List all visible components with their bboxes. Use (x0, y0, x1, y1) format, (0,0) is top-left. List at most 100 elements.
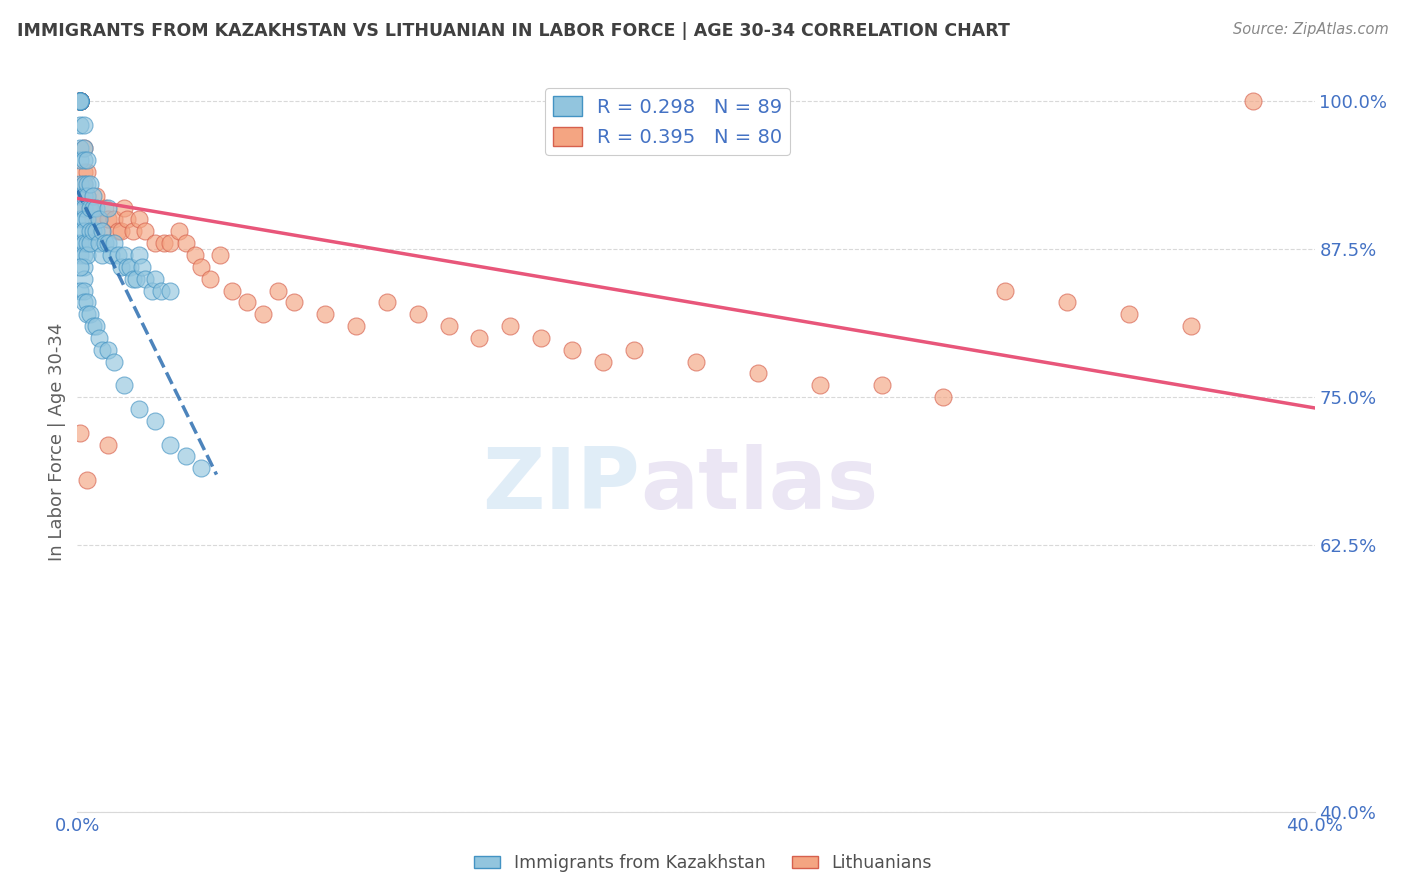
Point (69, 94, 91, 108)
Point (143, 414, 166, 428)
Point (69, 94, 91, 108)
Point (79, 307, 101, 321)
Point (82, 188, 104, 202)
Point (103, 354, 125, 368)
Y-axis label: In Labor Force | Age 30-34: In Labor Force | Age 30-34 (48, 322, 66, 561)
Point (97, 343, 120, 357)
Point (69, 94, 91, 108)
Point (153, 236, 176, 251)
Point (69, 212, 91, 227)
Point (107, 248, 129, 262)
Point (174, 236, 197, 251)
Point (344, 319, 367, 334)
Point (125, 271, 148, 285)
Point (82, 224, 104, 238)
Point (72, 260, 94, 274)
Legend: R = 0.298   N = 89, R = 0.395   N = 80: R = 0.298 N = 89, R = 0.395 N = 80 (546, 88, 790, 155)
Point (72, 141, 94, 155)
Point (72, 177, 94, 191)
Legend: Immigrants from Kazakhstan, Lithuanians: Immigrants from Kazakhstan, Lithuanians (467, 847, 939, 879)
Point (72, 153, 94, 168)
Point (184, 248, 207, 262)
Point (94, 201, 117, 215)
Point (69, 94, 91, 108)
Point (159, 437, 181, 451)
Point (69, 94, 91, 108)
Point (69, 94, 91, 108)
Point (221, 284, 243, 298)
Point (69, 94, 91, 108)
Point (72, 118, 94, 132)
Point (97, 201, 120, 215)
Point (79, 201, 101, 215)
Point (685, 354, 707, 368)
Point (190, 260, 212, 274)
Point (159, 236, 181, 251)
Point (131, 260, 153, 274)
Point (112, 248, 135, 262)
Text: IMMIGRANTS FROM KAZAKHSTAN VS LITHUANIAN IN LABOR FORCE | AGE 30-34 CORRELATION : IMMIGRANTS FROM KAZAKHSTAN VS LITHUANIAN… (17, 22, 1010, 40)
Point (76, 165, 98, 179)
Point (82, 212, 104, 227)
Point (174, 450, 197, 464)
Point (932, 390, 955, 404)
Point (623, 343, 645, 357)
Point (134, 271, 156, 285)
Point (84, 188, 107, 202)
Text: Source: ZipAtlas.com: Source: ZipAtlas.com (1233, 22, 1389, 37)
Point (91, 224, 114, 238)
Text: ZIP: ZIP (482, 444, 640, 527)
Point (128, 401, 150, 416)
Point (76, 188, 98, 202)
Point (1180, 319, 1202, 334)
Point (91, 343, 114, 357)
Point (69, 188, 91, 202)
Point (72, 224, 94, 238)
Point (592, 354, 614, 368)
Point (72, 165, 94, 179)
Point (69, 94, 91, 108)
Point (143, 271, 166, 285)
Point (314, 307, 336, 321)
Point (72, 188, 94, 202)
Point (72, 248, 94, 262)
Text: atlas: atlas (640, 444, 879, 527)
Point (69, 94, 91, 108)
Point (69, 94, 91, 108)
Point (69, 94, 91, 108)
Point (169, 224, 191, 238)
Point (143, 236, 166, 251)
Point (76, 295, 98, 310)
Point (76, 307, 98, 321)
Point (122, 271, 145, 285)
Point (118, 260, 141, 274)
Point (69, 248, 91, 262)
Point (267, 284, 290, 298)
Point (107, 224, 129, 238)
Point (1056, 295, 1078, 310)
Point (69, 94, 91, 108)
Point (69, 94, 91, 108)
Point (808, 378, 831, 392)
Point (97, 437, 120, 451)
Point (76, 248, 98, 262)
Point (76, 153, 98, 168)
Point (72, 141, 94, 155)
Point (149, 284, 172, 298)
Point (69, 94, 91, 108)
Point (79, 177, 101, 191)
Point (84, 201, 107, 215)
Point (69, 153, 91, 168)
Point (87, 236, 110, 251)
Point (128, 212, 150, 227)
Point (406, 307, 429, 321)
Point (112, 378, 135, 392)
Point (69, 94, 91, 108)
Point (69, 94, 91, 108)
Point (112, 201, 135, 215)
Point (190, 461, 212, 475)
Point (747, 367, 769, 381)
Point (76, 236, 98, 251)
Point (128, 248, 150, 262)
Point (283, 295, 305, 310)
